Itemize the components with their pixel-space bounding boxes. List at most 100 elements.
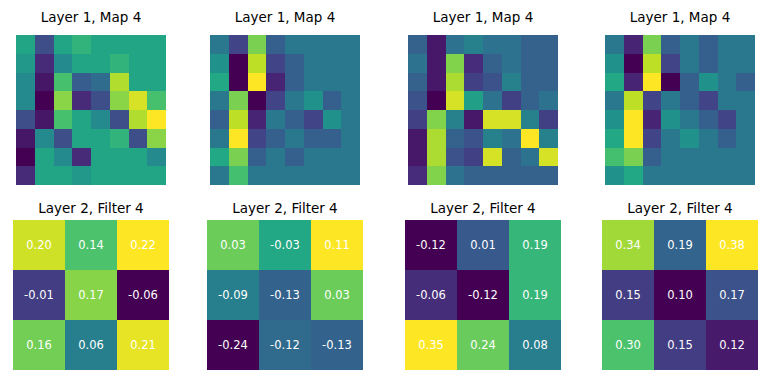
heatmap-cell bbox=[427, 166, 446, 185]
heatmap-cell bbox=[521, 91, 540, 110]
heatmap-cell bbox=[147, 91, 166, 110]
heatmap-cell bbox=[408, 73, 427, 92]
heatmap-cell bbox=[304, 129, 323, 148]
heatmap-cell bbox=[13, 270, 66, 321]
heatmap-cell bbox=[110, 73, 129, 92]
heatmap-cell bbox=[483, 73, 502, 92]
heatmap-cell bbox=[323, 91, 342, 110]
heatmap-cell bbox=[35, 91, 54, 110]
heatmap-cell bbox=[736, 166, 755, 185]
heatmap-cell bbox=[304, 110, 323, 129]
heatmap-cell bbox=[457, 220, 510, 271]
heatmap-cell bbox=[147, 73, 166, 92]
data-label: 0.03 bbox=[324, 288, 350, 302]
heatmap-cell bbox=[408, 148, 427, 167]
heatmap-cell bbox=[323, 110, 342, 129]
heatmap-cell bbox=[129, 91, 148, 110]
heatmap-cell bbox=[266, 129, 285, 148]
heatmap-cell bbox=[539, 166, 558, 185]
heatmap-cell bbox=[483, 91, 502, 110]
heatmap-cell bbox=[643, 54, 662, 73]
heatmap-cell bbox=[35, 35, 54, 54]
heatmap-cell bbox=[408, 110, 427, 129]
cells bbox=[210, 35, 360, 185]
heatmap-cell bbox=[323, 166, 342, 185]
heatmap-cell bbox=[54, 110, 73, 129]
heatmap-cell bbox=[117, 270, 169, 321]
heatmap-cell bbox=[341, 35, 360, 54]
heatmap-cell bbox=[285, 73, 304, 92]
cells bbox=[16, 35, 166, 185]
heatmap-cell bbox=[718, 35, 737, 54]
heatmap-cell bbox=[65, 320, 118, 370]
heatmap-cell bbox=[210, 129, 229, 148]
data-label: 0.12 bbox=[719, 338, 745, 352]
heatmap-cell bbox=[699, 35, 718, 54]
heatmap-cell bbox=[110, 110, 129, 129]
heatmap-cell bbox=[661, 148, 680, 167]
heatmap-cell bbox=[605, 54, 624, 73]
heatmap-cell bbox=[602, 220, 655, 271]
panel: 0.200.140.22-0.010.17-0.060.160.060.21La… bbox=[13, 200, 170, 371]
heatmap-cell bbox=[605, 110, 624, 129]
heatmap-cell bbox=[408, 35, 427, 54]
data-label: 0.10 bbox=[667, 288, 693, 302]
heatmap-cell bbox=[718, 110, 737, 129]
heatmap-cell bbox=[285, 148, 304, 167]
data-label: 0.15 bbox=[615, 288, 641, 302]
heatmap-cell bbox=[706, 220, 758, 271]
heatmap-cell bbox=[605, 91, 624, 110]
heatmap-cell bbox=[65, 220, 118, 271]
panel: Layer 1, Map 4 bbox=[16, 9, 167, 186]
heatmap-cell bbox=[54, 129, 73, 148]
heatmap-cell bbox=[266, 73, 285, 92]
panel: Layer 1, Map 4 bbox=[605, 9, 756, 186]
heatmap-cell bbox=[311, 220, 363, 271]
heatmap-cell bbox=[210, 148, 229, 167]
heatmap-cell bbox=[446, 73, 465, 92]
heatmap-cell bbox=[129, 110, 148, 129]
heatmap-cell bbox=[521, 35, 540, 54]
heatmap-cell bbox=[248, 35, 267, 54]
heatmap-cell bbox=[266, 148, 285, 167]
heatmap-cell bbox=[207, 270, 260, 321]
heatmap-cell bbox=[521, 73, 540, 92]
heatmap-cell bbox=[35, 54, 54, 73]
heatmap-cell bbox=[129, 166, 148, 185]
heatmap-cell bbox=[654, 220, 707, 271]
data-label: 0.22 bbox=[130, 238, 156, 252]
heatmap-cell bbox=[539, 91, 558, 110]
heatmap-cell bbox=[405, 270, 458, 321]
heatmap-cell bbox=[229, 35, 248, 54]
panel-title: Layer 1, Map 4 bbox=[235, 9, 335, 25]
heatmap-cell bbox=[285, 54, 304, 73]
data-label: 0.08 bbox=[522, 338, 548, 352]
heatmap-cell bbox=[718, 54, 737, 73]
heatmap-cell bbox=[72, 54, 91, 73]
heatmap-cell bbox=[654, 320, 707, 370]
heatmap-cell bbox=[602, 320, 655, 370]
panel: 0.03-0.030.11-0.09-0.130.03-0.24-0.12-0.… bbox=[207, 200, 364, 371]
heatmap-cell bbox=[16, 166, 35, 185]
heatmap-cell bbox=[427, 148, 446, 167]
heatmap-cell bbox=[304, 54, 323, 73]
heatmap-cell bbox=[718, 91, 737, 110]
heatmap-cell bbox=[446, 35, 465, 54]
data-label: -0.12 bbox=[468, 288, 498, 302]
heatmap-cell bbox=[16, 110, 35, 129]
data-label: 0.34 bbox=[615, 238, 641, 252]
panel-title: Layer 2, Filter 4 bbox=[627, 200, 732, 216]
heatmap-cell bbox=[91, 110, 110, 129]
data-label: 0.19 bbox=[522, 288, 548, 302]
heatmap-cell bbox=[521, 110, 540, 129]
heatmap-cell bbox=[311, 320, 363, 370]
heatmap-cell bbox=[736, 35, 755, 54]
heatmap-cell bbox=[539, 35, 558, 54]
data-label: 0.15 bbox=[667, 338, 693, 352]
data-label: -0.03 bbox=[270, 238, 300, 252]
heatmap-cell bbox=[736, 73, 755, 92]
heatmap-cell bbox=[661, 166, 680, 185]
heatmap-cell bbox=[680, 110, 699, 129]
cells bbox=[602, 220, 758, 370]
heatmap-cell bbox=[408, 129, 427, 148]
